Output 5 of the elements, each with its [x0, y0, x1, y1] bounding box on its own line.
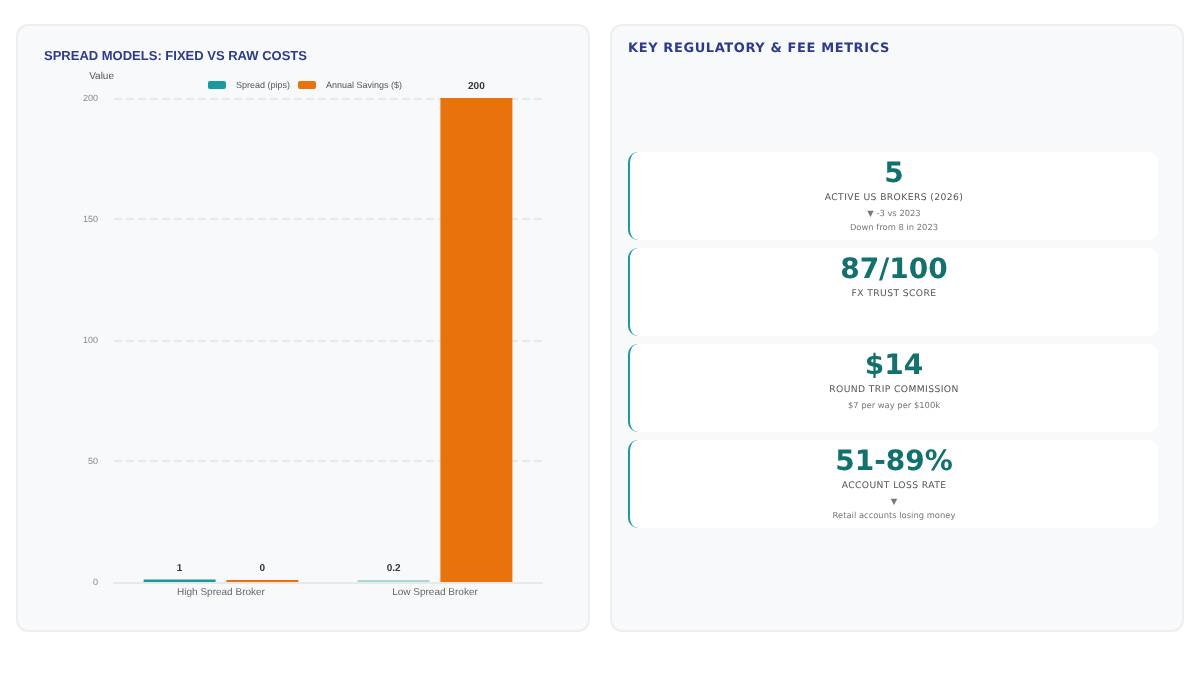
bar [440, 98, 513, 582]
text: $14 [864, 350, 924, 382]
text: 51-89% [835, 446, 953, 478]
text: 87/100 [840, 254, 948, 286]
text: 5 [884, 158, 904, 190]
